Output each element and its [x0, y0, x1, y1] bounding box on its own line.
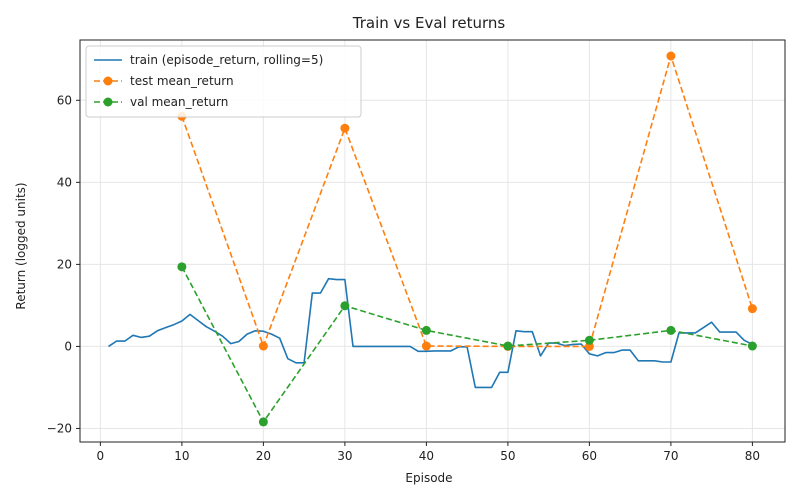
x-tick-label: 80: [745, 449, 760, 463]
data-point: [258, 417, 268, 427]
axis-ticks: 0 10 20 30 40 50 60 70 80 −20 0 20 40 60: [47, 93, 760, 463]
x-tick-label: 0: [97, 449, 105, 463]
x-tick-label: 70: [663, 449, 678, 463]
plot-frame: [79, 39, 786, 443]
chart-title: Train vs Eval returns: [352, 14, 506, 32]
data-point: [747, 341, 757, 351]
legend-item: test mean_return: [94, 74, 234, 88]
data-point: [258, 341, 268, 351]
data-point: [340, 301, 350, 311]
data-point: [421, 325, 431, 335]
data-point: [177, 262, 187, 272]
legend-label: train (episode_return, rolling=5): [130, 53, 323, 67]
legend-marker: [103, 97, 113, 107]
y-tick-label: 20: [57, 257, 72, 271]
data-point: [340, 123, 350, 133]
data-point: [421, 341, 431, 351]
y-tick-label: −20: [47, 421, 72, 435]
data-point: [666, 51, 676, 61]
x-tick-label: 50: [500, 449, 515, 463]
data-point: [666, 325, 676, 335]
series-line: [181, 55, 754, 348]
data-point: [584, 341, 594, 351]
x-tick-label: 10: [174, 449, 189, 463]
y-tick-label: 40: [57, 175, 72, 189]
legend-label: val mean_return: [130, 95, 228, 109]
x-tick-label: 30: [337, 449, 352, 463]
x-tick-label: 60: [582, 449, 597, 463]
legend-box: [85, 45, 362, 118]
legend-item: val mean_return: [94, 95, 228, 109]
data-point: [584, 335, 594, 345]
plot-series: [108, 51, 757, 427]
x-tick-label: 20: [256, 449, 271, 463]
legend: train (episode_return, rolling=5) test me…: [85, 45, 362, 118]
legend-item: train (episode_return, rolling=5): [94, 53, 323, 67]
legend-label: test mean_return: [130, 74, 234, 88]
data-point: [503, 341, 513, 351]
data-point: [747, 304, 757, 314]
series-line: [181, 266, 753, 423]
y-axis-label: Return (logged units): [14, 182, 28, 309]
legend-marker: [103, 76, 113, 86]
y-tick-label: 0: [64, 339, 72, 353]
series-3: [177, 262, 757, 427]
y-tick-label: 60: [57, 93, 72, 107]
x-axis-label: Episode: [405, 471, 452, 485]
x-tick-label: 40: [419, 449, 434, 463]
